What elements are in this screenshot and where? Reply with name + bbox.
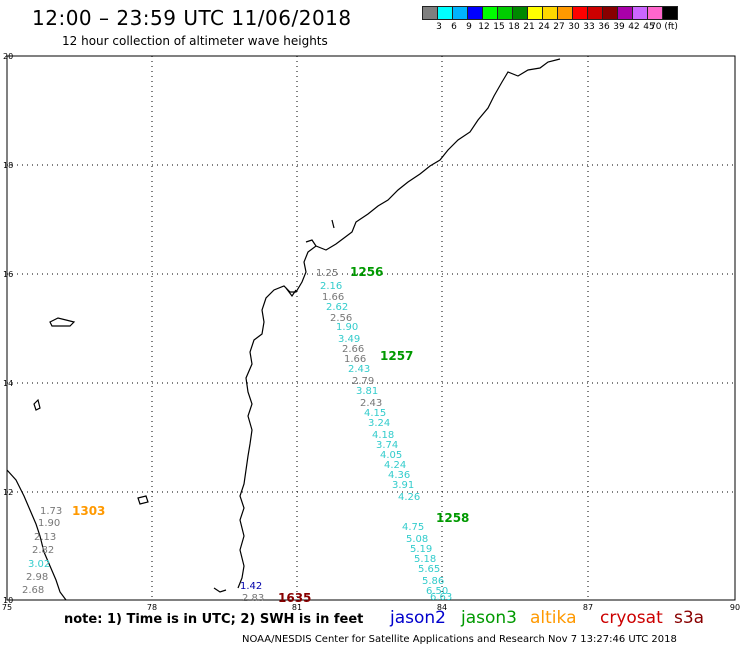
- wave-height-label: 1.25: [316, 268, 338, 279]
- island-tiny-4: [305, 239, 317, 247]
- map-subtitle: 12 hour collection of altimeter wave hei…: [62, 34, 328, 48]
- wave-height-label: 3.74: [376, 440, 398, 451]
- wave-height-label: 2.83: [242, 593, 264, 604]
- footer-note: note: 1) Time is in UTC; 2) SWH is in fe…: [64, 612, 364, 627]
- lat-tick-label: 16: [3, 270, 13, 279]
- color-legend-label: 33: [583, 22, 595, 32]
- lat-tick-label: 10: [3, 596, 13, 605]
- wave-height-label: 4.24: [384, 460, 406, 471]
- wave-height-label: 2.98: [26, 572, 48, 583]
- coastline-west: [6, 469, 67, 601]
- color-legend-label: 24: [538, 22, 550, 32]
- wave-height-label: 3.91: [392, 480, 414, 491]
- wave-height-label: 1.90: [336, 322, 358, 333]
- color-legend-label: 21: [523, 22, 535, 32]
- map-title: 12:00 – 23:59 UTC 11/06/2018: [32, 6, 352, 30]
- color-legend-label: 42: [628, 22, 640, 32]
- wave-height-label: 1.90: [38, 518, 60, 529]
- wave-height-label: 4.26: [398, 492, 420, 503]
- coastline-bay: [285, 287, 297, 298]
- wave-height-label: 4.36: [388, 470, 410, 481]
- color-legend-label: 3: [436, 22, 442, 32]
- wave-height-label: 1257: [380, 349, 413, 363]
- wave-height-label: 1.42: [240, 581, 262, 592]
- lon-tick-label: 81: [292, 603, 302, 612]
- color-legend-label: 9: [466, 22, 472, 32]
- color-legend-label: 30: [568, 22, 580, 32]
- color-legend-label: 27: [553, 22, 565, 32]
- wave-height-label: 2.16: [320, 281, 342, 292]
- wave-height-label: 2.79: [352, 376, 374, 387]
- wave-height-label: 5.65: [418, 564, 440, 575]
- color-legend-label: 36: [598, 22, 610, 32]
- lon-tick-label: 87: [583, 603, 593, 612]
- wave-height-label: 2.82: [32, 545, 54, 556]
- satellite-legend-item: cryosat: [600, 608, 663, 628]
- lat-tick-label: 20: [3, 52, 13, 61]
- wave-height-label: 2.43: [348, 364, 370, 375]
- lon-tick-label: 84: [437, 603, 447, 612]
- wave-height-label: 1.73: [40, 506, 62, 517]
- wave-height-label: 1258: [436, 511, 469, 525]
- wave-height-label: 1635: [278, 591, 311, 605]
- wave-height-label: 3.81: [356, 386, 378, 397]
- wave-height-label: 4.75: [402, 522, 424, 533]
- wave-height-label: 4.18: [372, 430, 394, 441]
- wave-height-label: 6.63: [430, 592, 452, 603]
- lat-tick-label: 14: [3, 379, 13, 388]
- lat-tick-label: 18: [3, 161, 13, 170]
- wave-height-label: 4.15: [364, 408, 386, 419]
- lon-tick-label: 75: [2, 603, 12, 612]
- lon-tick-label: 90: [730, 603, 740, 612]
- color-legend-label: 18: [508, 22, 520, 32]
- wave-height-label: 1256: [350, 265, 383, 279]
- wave-height-label: 2.68: [22, 585, 44, 596]
- wave-height-label: 2.13: [34, 532, 56, 543]
- lon-tick-label: 78: [147, 603, 157, 612]
- color-legend-label: 15: [493, 22, 505, 32]
- wave-height-label: 2.56: [330, 313, 352, 324]
- wave-height-label: 6.50: [426, 586, 448, 597]
- color-legend-label: 12: [478, 22, 490, 32]
- wave-height-label: 2.43: [360, 398, 382, 409]
- island-tiny-3: [331, 219, 335, 229]
- island-small: [49, 317, 76, 327]
- wave-height-label: 1303: [72, 504, 105, 518]
- wave-height-label: 5.08: [406, 534, 428, 545]
- coastline: [6, 58, 561, 601]
- satellite-legend-item: s3a: [674, 608, 705, 628]
- wave-height-label: 5.19: [410, 544, 432, 555]
- map-frame: [6, 55, 736, 601]
- satellite-legend-item: altika: [530, 608, 577, 628]
- wave-height-label: 3.49: [338, 334, 360, 345]
- wave-height-label: 4.05: [380, 450, 402, 461]
- color-legend-label: 45: [643, 22, 655, 32]
- wave-height-label: 5.86: [422, 576, 444, 587]
- color-legend-label: 70 (ft): [650, 22, 678, 32]
- island-tiny-2: [137, 495, 149, 505]
- satellite-legend-item: jason2: [390, 608, 446, 628]
- wave-height-label: 1.66: [322, 292, 344, 303]
- island-tiny-5: [213, 587, 227, 593]
- wave-height-label: 2.66: [342, 344, 364, 355]
- wave-height-label: 3.24: [368, 418, 390, 429]
- grid-lines: [7, 56, 735, 600]
- coastline-main: [237, 58, 561, 589]
- color-legend: [422, 6, 678, 20]
- credit-line: NOAA/NESDIS Center for Satellite Applica…: [242, 634, 677, 645]
- wave-height-labels: 1.25 12562.161.662.622.561.903.492.661.66…: [22, 265, 469, 605]
- wave-height-label: 2.62: [326, 302, 348, 313]
- color-legend-label: 6: [451, 22, 457, 32]
- satellite-legend-item: jason3: [461, 608, 517, 628]
- color-legend-label: 39: [613, 22, 625, 32]
- island-tiny-1: [33, 398, 41, 411]
- wave-height-label: 5.18: [414, 554, 436, 565]
- lat-tick-label: 12: [3, 488, 13, 497]
- wave-height-label: 3.02: [28, 559, 50, 570]
- wave-height-label: 1.66: [344, 354, 366, 365]
- color-swatch: [662, 6, 678, 20]
